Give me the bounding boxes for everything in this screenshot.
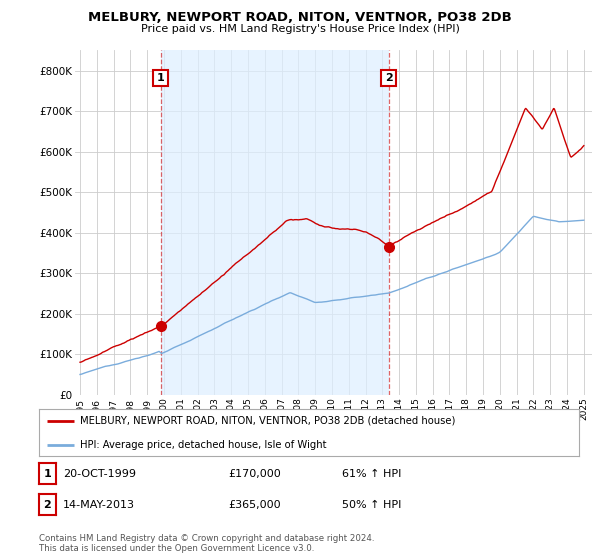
Text: Price paid vs. HM Land Registry's House Price Index (HPI): Price paid vs. HM Land Registry's House … <box>140 24 460 34</box>
Text: HPI: Average price, detached house, Isle of Wight: HPI: Average price, detached house, Isle… <box>79 440 326 450</box>
Text: 1: 1 <box>157 73 164 83</box>
Text: £365,000: £365,000 <box>228 500 281 510</box>
Text: 61% ↑ HPI: 61% ↑ HPI <box>342 469 401 479</box>
Text: MELBURY, NEWPORT ROAD, NITON, VENTNOR, PO38 2DB (detached house): MELBURY, NEWPORT ROAD, NITON, VENTNOR, P… <box>79 416 455 426</box>
Text: Contains HM Land Registry data © Crown copyright and database right 2024.
This d: Contains HM Land Registry data © Crown c… <box>39 534 374 553</box>
Text: 2: 2 <box>44 500 51 510</box>
Text: 2: 2 <box>385 73 392 83</box>
Text: 50% ↑ HPI: 50% ↑ HPI <box>342 500 401 510</box>
Bar <box>161 50 389 395</box>
Text: MELBURY, NEWPORT ROAD, NITON, VENTNOR, PO38 2DB: MELBURY, NEWPORT ROAD, NITON, VENTNOR, P… <box>88 11 512 24</box>
Text: 14-MAY-2013: 14-MAY-2013 <box>63 500 135 510</box>
Text: 1: 1 <box>44 469 51 479</box>
Text: 20-OCT-1999: 20-OCT-1999 <box>63 469 136 479</box>
Text: £170,000: £170,000 <box>228 469 281 479</box>
